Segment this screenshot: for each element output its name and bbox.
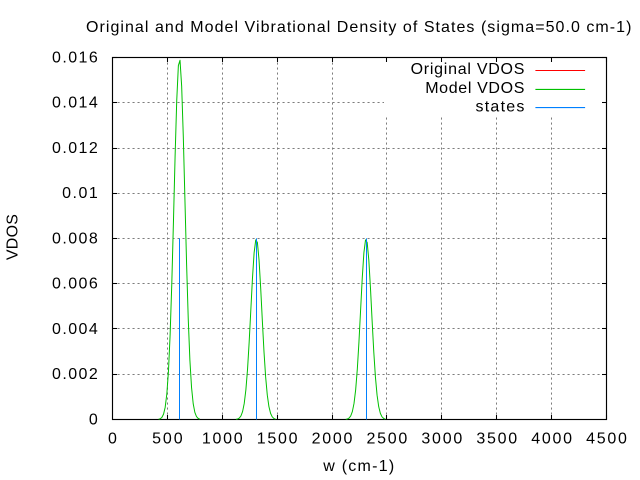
svg-text:1000: 1000 xyxy=(202,430,243,447)
svg-text:1500: 1500 xyxy=(257,430,298,447)
svg-text:Original VDOS: Original VDOS xyxy=(411,61,525,78)
svg-text:0.008: 0.008 xyxy=(52,230,98,247)
svg-text:Original and Model Vibrational: Original and Model Vibrational Density o… xyxy=(86,19,631,36)
svg-text:3000: 3000 xyxy=(421,430,462,447)
svg-text:w (cm-1): w (cm-1) xyxy=(322,458,394,475)
svg-text:2000: 2000 xyxy=(312,430,353,447)
svg-text:0.006: 0.006 xyxy=(52,276,98,293)
svg-text:0: 0 xyxy=(108,430,117,447)
svg-text:3500: 3500 xyxy=(476,430,517,447)
svg-text:0.01: 0.01 xyxy=(62,185,98,202)
svg-text:VDOS: VDOS xyxy=(4,214,21,260)
svg-text:4000: 4000 xyxy=(531,430,572,447)
svg-text:Model VDOS: Model VDOS xyxy=(425,80,524,97)
svg-text:0.014: 0.014 xyxy=(52,95,98,112)
svg-text:4500: 4500 xyxy=(586,430,627,447)
svg-text:0.002: 0.002 xyxy=(52,366,98,383)
svg-text:500: 500 xyxy=(152,430,183,447)
svg-text:2500: 2500 xyxy=(367,430,408,447)
svg-text:0.016: 0.016 xyxy=(52,49,98,66)
svg-text:0.004: 0.004 xyxy=(52,321,98,338)
svg-text:states: states xyxy=(476,99,525,116)
svg-text:0.012: 0.012 xyxy=(52,140,98,157)
svg-text:0: 0 xyxy=(89,411,98,428)
